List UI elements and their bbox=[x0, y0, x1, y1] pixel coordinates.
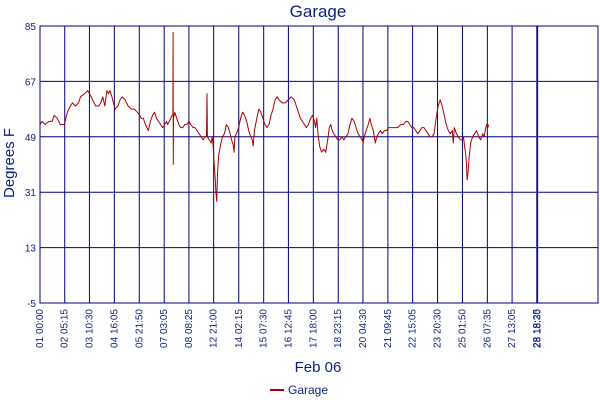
x-tick-label: 16 12:45 bbox=[283, 309, 294, 348]
x-tick-label: 27 13:05 bbox=[507, 309, 518, 348]
x-tick-label: 23 20:30 bbox=[433, 309, 444, 348]
x-tick-label: 26 07:35 bbox=[482, 309, 493, 348]
x-tick-label: 08 08:25 bbox=[184, 309, 195, 348]
y-tick-labels: -5 13 31 49 67 85 bbox=[25, 22, 37, 310]
x-tick-label: 15 07:30 bbox=[259, 309, 270, 348]
x-tick-label: 18 23:15 bbox=[333, 309, 344, 348]
x-tick-label: 02 05:15 bbox=[60, 309, 71, 348]
y-tick-label: 31 bbox=[25, 188, 37, 199]
x-tick-labels: 01 00:00 02 05:15 03 10:30 04 16:05 05 21:50… bbox=[35, 309, 544, 348]
x-tick-label: 04 16:05 bbox=[109, 309, 120, 348]
x-tick-label: 25 01:50 bbox=[457, 309, 468, 348]
x-tick-label: 21 09:45 bbox=[383, 309, 394, 348]
y-tick-label: 67 bbox=[25, 77, 37, 88]
legend[interactable]: Garage bbox=[270, 383, 328, 397]
y-axis-label: Degrees F bbox=[1, 128, 18, 198]
x-tick-label: 14 02:15 bbox=[234, 309, 245, 348]
x-tick-label: 20 04:30 bbox=[358, 309, 369, 348]
x-tick-label: 28 18:30 bbox=[533, 309, 544, 348]
x-tick-label: 01 00:00 bbox=[35, 309, 46, 348]
y-tick-label: 49 bbox=[25, 133, 37, 144]
x-tick-label: 17 18:00 bbox=[308, 309, 319, 348]
x-tick-label: 07 03:05 bbox=[159, 309, 170, 348]
plot-frame bbox=[39, 25, 599, 304]
legend-label: Garage bbox=[288, 383, 328, 397]
series-lines bbox=[39, 31, 490, 202]
x-tick-label: 22 15:05 bbox=[408, 309, 419, 348]
x-axis-label: Feb 06 bbox=[295, 359, 342, 376]
y-tick-label: -5 bbox=[27, 299, 36, 310]
y-tick-label: 13 bbox=[25, 244, 37, 255]
series-line-0 bbox=[39, 31, 490, 202]
y-tick-label: 85 bbox=[25, 22, 37, 33]
chart-title: Garage bbox=[290, 2, 347, 21]
x-tick-label: 05 21:50 bbox=[134, 309, 145, 348]
gridlines bbox=[39, 25, 598, 304]
x-tick-label: 03 10:30 bbox=[84, 309, 95, 348]
x-tick-label: 28 18:25 bbox=[532, 309, 543, 348]
x-tick-label: 12 21:00 bbox=[209, 309, 220, 348]
